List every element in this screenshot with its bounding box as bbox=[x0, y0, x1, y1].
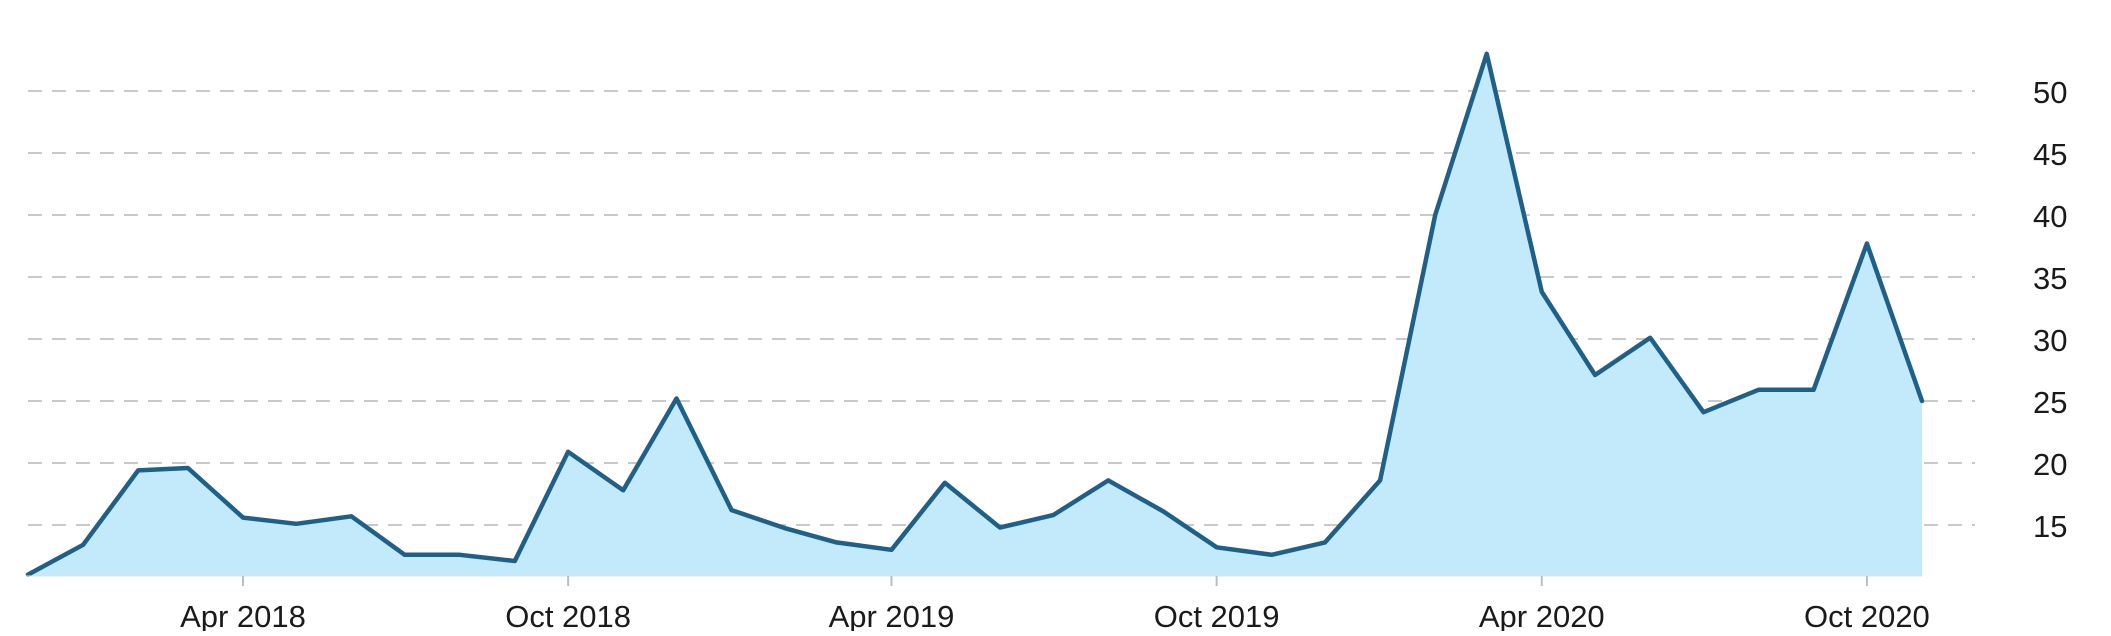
x-tick-label: Oct 2020 bbox=[1804, 599, 1930, 631]
data-point-2018-02-01 bbox=[135, 467, 141, 473]
data-point-2019-06-01 bbox=[997, 525, 1003, 531]
data-point-2020-09-01 bbox=[1811, 387, 1817, 393]
data-point-2019-12-01 bbox=[1322, 539, 1328, 545]
data-point-2018-01-01 bbox=[80, 542, 86, 548]
y-tick-label-30: 30 bbox=[2033, 323, 2067, 358]
x-tick-label: Oct 2019 bbox=[1154, 599, 1280, 631]
data-point-2020-11-01 bbox=[1919, 398, 1925, 404]
data-point-2018-03-01 bbox=[185, 465, 191, 471]
data-point-2018-05-01 bbox=[293, 521, 299, 527]
x-tick-label: Oct 2018 bbox=[505, 599, 631, 631]
data-point-2019-04-01 bbox=[889, 547, 895, 553]
data-point-2020-01-01 bbox=[1377, 477, 1383, 483]
y-tick-label-45: 45 bbox=[2033, 137, 2067, 172]
area-series bbox=[25, 51, 1925, 578]
data-point-2020-05-01 bbox=[1592, 372, 1598, 378]
data-point-2018-09-01 bbox=[512, 558, 518, 564]
y-tick-label-20: 20 bbox=[2033, 447, 2067, 482]
y-axis-ticks: 15 20 25 30 35 40 45 50 bbox=[2033, 75, 2067, 544]
data-point-2019-02-01 bbox=[784, 526, 790, 532]
data-point-2018-10-01 bbox=[565, 449, 571, 455]
y-tick-label-15: 15 bbox=[2033, 509, 2067, 544]
data-point-2020-02-01 bbox=[1432, 212, 1438, 218]
data-point-2019-01-01 bbox=[729, 507, 735, 513]
y-tick-label-35: 35 bbox=[2033, 261, 2067, 296]
area-fill bbox=[28, 53, 1922, 577]
data-point-2019-05-01 bbox=[942, 480, 948, 486]
data-point-2019-07-01 bbox=[1050, 512, 1056, 518]
data-point-2020-07-01 bbox=[1701, 409, 1707, 415]
data-point-2017-12-01 bbox=[25, 572, 31, 578]
data-point-2018-11-01 bbox=[620, 487, 626, 493]
series-line bbox=[25, 51, 1925, 577]
x-tick-label: Apr 2019 bbox=[829, 599, 955, 631]
data-point-2020-03-01 bbox=[1484, 51, 1490, 57]
data-point-2019-10-01 bbox=[1214, 544, 1220, 550]
data-point-2019-03-01 bbox=[833, 539, 839, 545]
data-point-2019-09-01 bbox=[1160, 508, 1166, 514]
x-tick-label: Apr 2018 bbox=[180, 599, 306, 631]
data-point-2019-08-01 bbox=[1105, 477, 1111, 483]
y-tick-label-50: 50 bbox=[2033, 75, 2067, 110]
data-point-2018-07-01 bbox=[402, 552, 408, 558]
data-point-2020-10-01 bbox=[1864, 241, 1870, 247]
data-point-2020-08-01 bbox=[1756, 387, 1762, 393]
data-point-2018-12-01 bbox=[674, 396, 680, 402]
data-point-2019-11-01 bbox=[1269, 552, 1275, 558]
x-tick-label: Apr 2020 bbox=[1479, 599, 1605, 631]
y-tick-label-25: 25 bbox=[2033, 385, 2067, 420]
data-point-2020-04-01 bbox=[1539, 289, 1545, 295]
x-axis-ticks: Apr 2018 Oct 2018 Apr 2019 Oct 2019 Apr 2020… bbox=[26, 575, 1930, 634]
data-point-2020-06-01 bbox=[1647, 335, 1653, 341]
data-point-2018-06-01 bbox=[348, 513, 354, 519]
y-tick-label-40: 40 bbox=[2033, 199, 2067, 234]
data-point-2018-04-01 bbox=[240, 515, 246, 521]
gridlines bbox=[28, 90, 1975, 526]
data-point-2018-08-01 bbox=[457, 552, 463, 558]
